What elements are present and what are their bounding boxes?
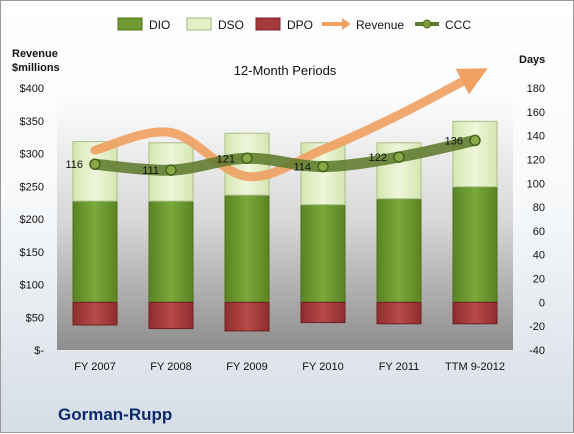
ccc-data-label: 121 [217,153,235,165]
right-tick-label: 40 [533,250,545,262]
bar-dio [376,198,422,303]
bar-dio [224,194,270,303]
right-tick-label: -40 [529,345,545,357]
legend-label-dso: DSO [218,18,244,32]
left-tick-label: $50 [26,312,44,324]
bar-dpo [148,301,194,330]
ccc-point [317,160,329,173]
legend-item-dio: DIO [117,17,170,32]
bar-dio [72,200,118,303]
left-tick-label: $400 [20,83,44,95]
legend-item-revenue: Revenue [322,18,404,32]
left-axis-ticks: $- $50 $100 $150 $200 $250 $300 $350 $400 [20,83,45,357]
x-tick-label: FY 2007 [74,361,115,373]
left-tick-label: $250 [20,181,44,193]
left-tick-label: $100 [20,280,44,292]
bar-dpo [376,301,422,325]
left-tick-label: $- [34,345,44,357]
bar-dio [452,186,498,303]
x-tick-label: FY 2009 [226,361,267,373]
right-tick-label: 60 [533,226,545,238]
bar-dpo [300,301,346,324]
company-name: Gorman-Rupp [58,405,173,424]
revenue-line-path [90,68,488,182]
ccc-point [241,152,253,165]
chart-title: 12-Month Periods [234,63,337,78]
legend-item-dso: DSO [186,17,244,32]
right-axis-label: Days [519,54,545,66]
legend-label-dio: DIO [149,18,170,32]
ccc-data-label: 111 [142,165,159,177]
ccc-data-label: 136 [445,135,463,147]
x-tick-label: FY 2011 [379,361,420,373]
x-tick-label: FY 2010 [302,361,343,373]
right-tick-label: -20 [529,321,545,333]
left-axis-label-line2: $millions [12,62,60,74]
legend-label-dpo: DPO [287,18,313,32]
right-tick-label: 0 [539,297,545,309]
ccc-data-label: 114 [293,162,311,174]
revenue-series [90,68,488,182]
bar-dpo [452,301,498,325]
right-tick-label: 180 [527,83,545,95]
left-tick-label: $200 [20,214,44,226]
right-tick-label: 80 [533,202,545,214]
x-axis-labels: FY 2007 FY 2008 FY 2009 FY 2010 FY 2011 TTM 9… [74,361,505,373]
plot-area [57,88,513,350]
bar-dpo [224,301,270,332]
ccc-point [469,134,481,147]
right-tick-label: 120 [527,154,545,166]
ccc-data-label: 116 [65,159,83,171]
legend: DIO DSO DPO Revenue CCC [117,17,471,32]
bar-series [72,120,498,332]
right-tick-label: 100 [527,178,545,190]
left-axis-label-line1: Revenue [12,48,58,60]
ccc-point [393,151,405,163]
right-tick-label: 140 [527,131,545,143]
legend-item-ccc: CCC [415,18,471,32]
right-tick-label: 160 [527,107,545,119]
ccc-line-path [89,134,481,176]
ccc-series: 116 111 121 114 122 136 [65,134,481,177]
right-axis-ticks: -40 -20 0 20 40 60 80 100 120 140 160 180 [527,83,545,357]
left-tick-label: $150 [20,247,44,259]
ccc-data-label: 122 [369,152,387,164]
bar-dio [300,204,346,303]
legend-item-dpo: DPO [255,17,313,32]
left-tick-label: $300 [20,149,44,161]
ccc-point [89,158,101,170]
left-tick-label: $350 [20,116,44,128]
bar-dpo [72,301,118,326]
x-tick-label: FY 2008 [150,361,191,373]
x-tick-label: TTM 9-2012 [445,361,505,373]
ccc-point [165,164,177,176]
right-tick-label: 20 [533,274,545,286]
legend-label-revenue: Revenue [356,18,404,32]
legend-label-ccc: CCC [445,18,471,32]
bar-dio [148,200,194,303]
bar-dso [452,120,498,188]
